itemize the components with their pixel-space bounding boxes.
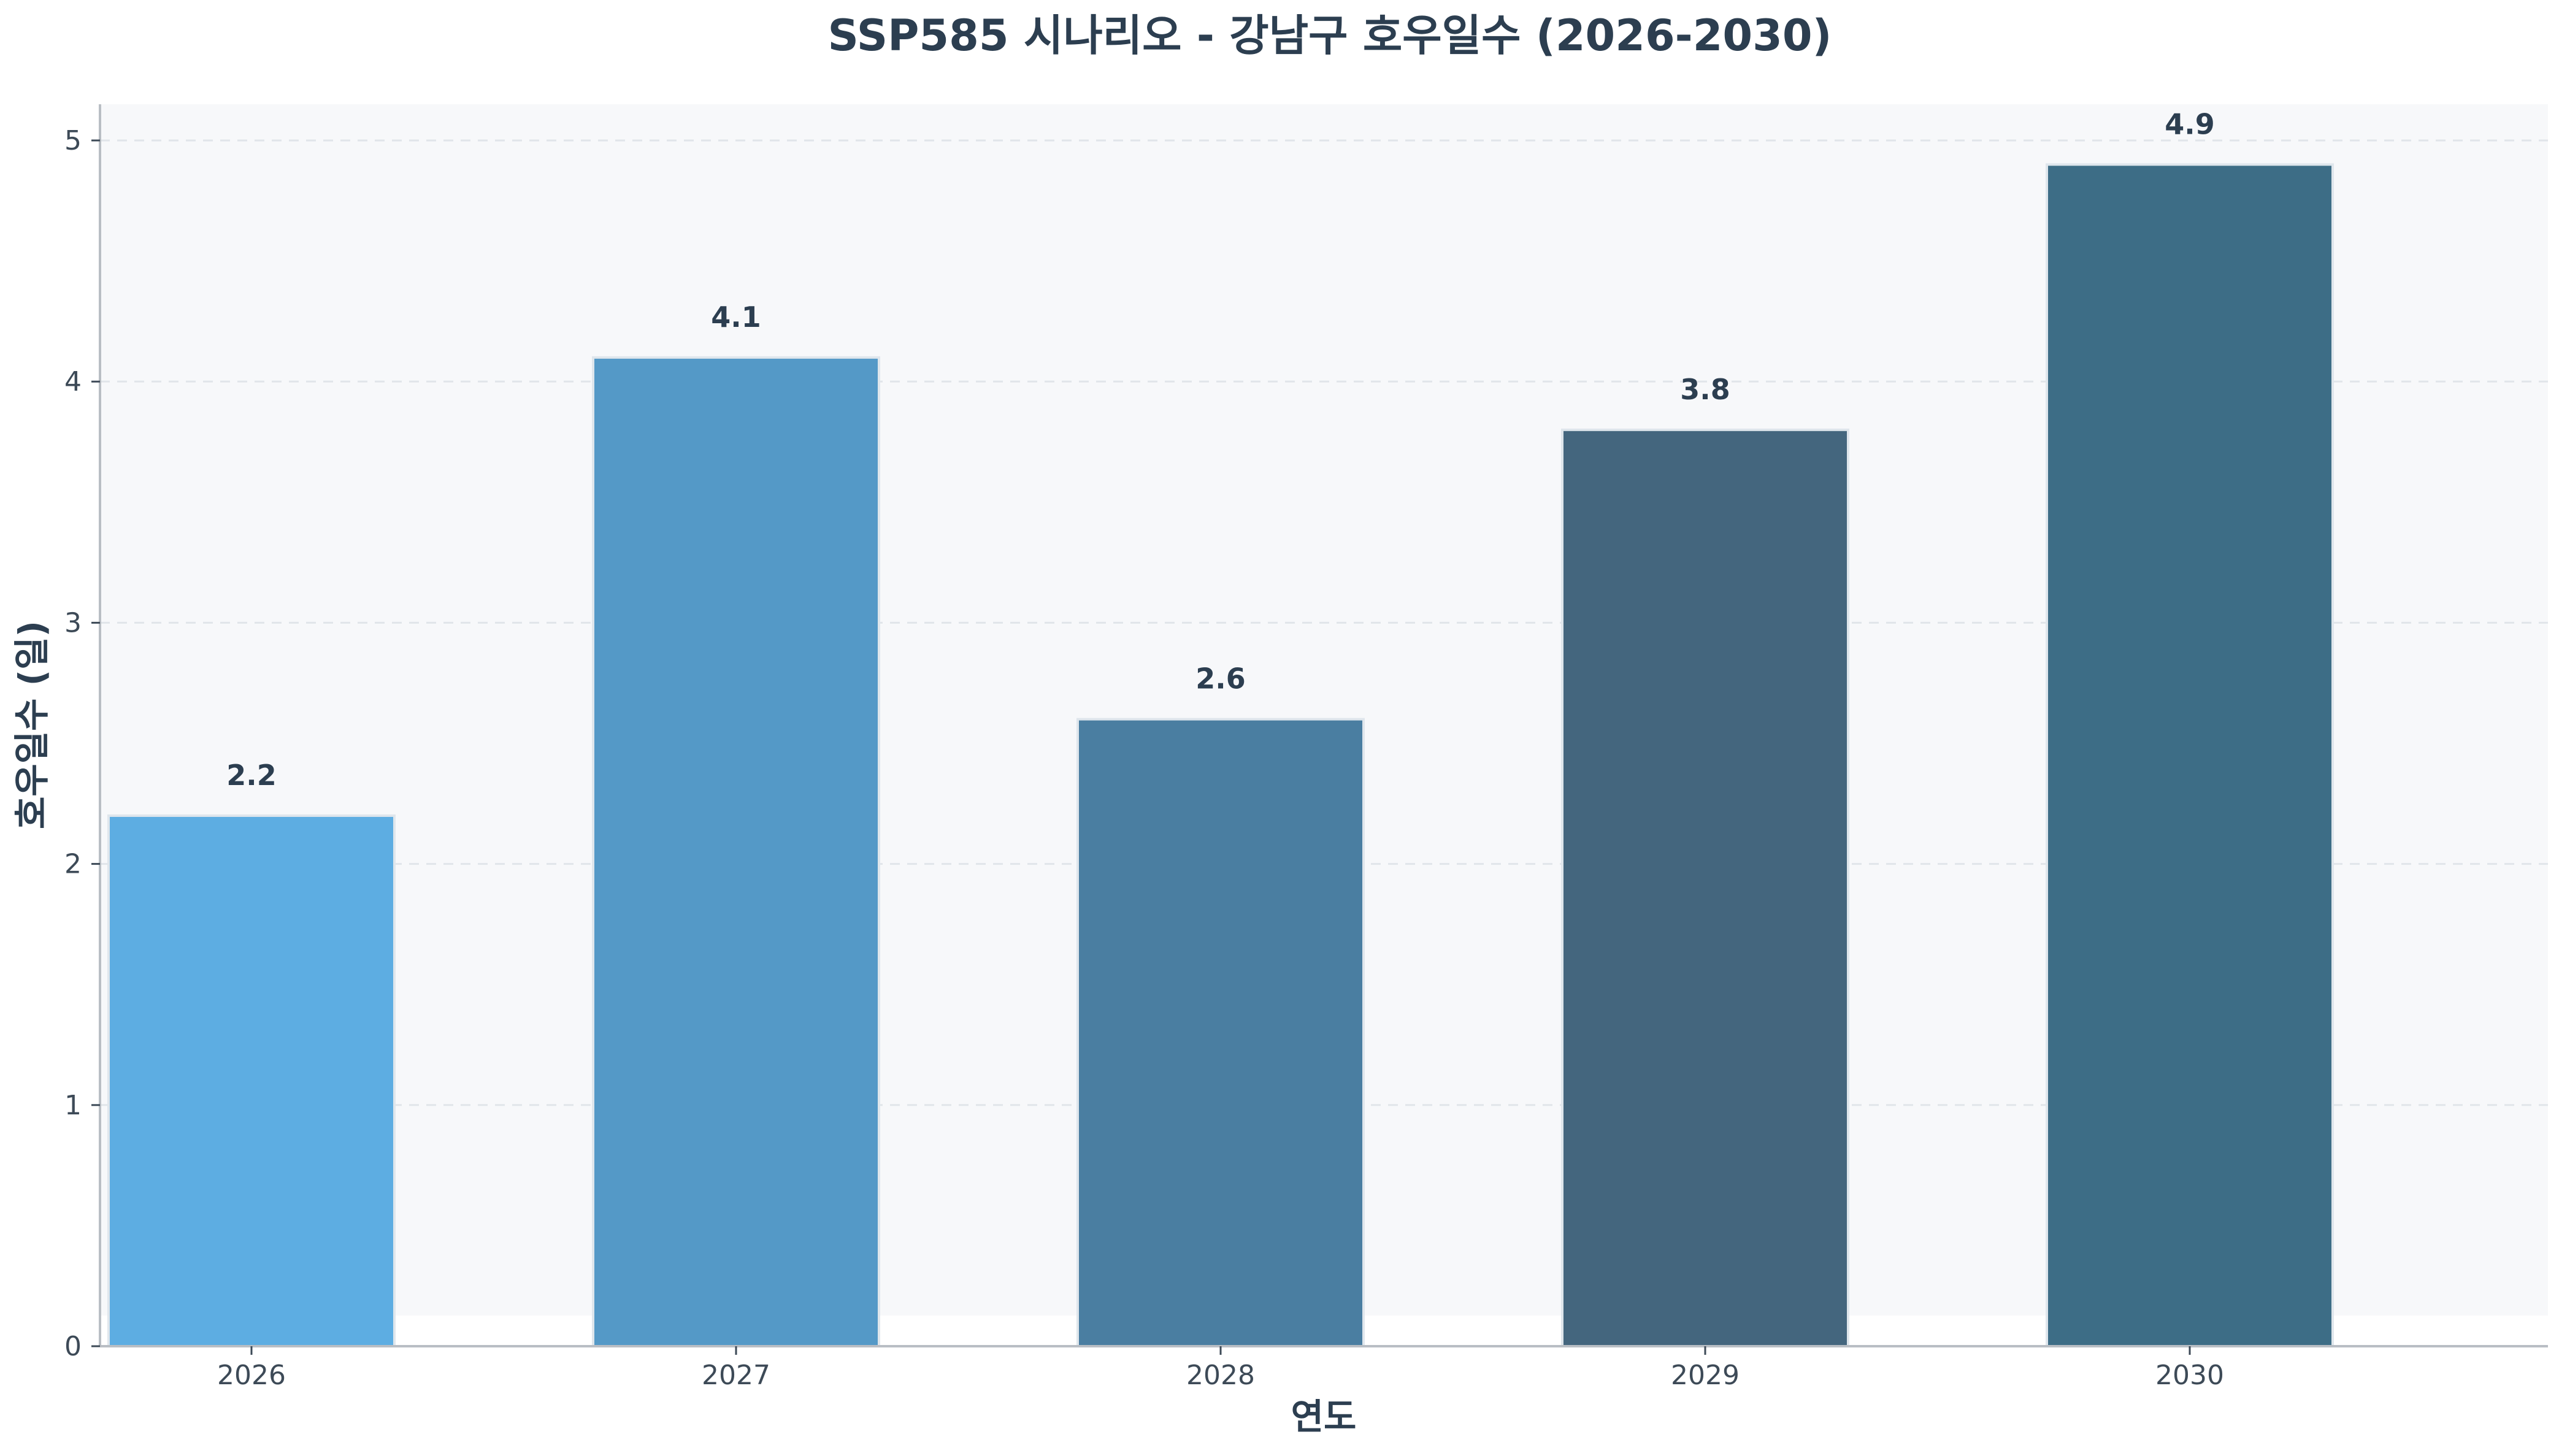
data-label-2028: 2.6	[1195, 662, 1246, 695]
y-axis-label: 호우일수 (일)	[11, 621, 53, 829]
x-tick-label-2026: 2026	[217, 1360, 286, 1391]
data-label-2030: 4.9	[2165, 107, 2215, 140]
x-tick-label-2027: 2027	[702, 1360, 770, 1391]
y-ticks: 0 1 2 3 4 5	[64, 125, 100, 1362]
y-tick-label: 0	[64, 1331, 82, 1362]
data-label-2026: 2.2	[226, 759, 277, 792]
data-labels: 2.2 4.1 2.6 3.8 4.9	[226, 107, 2215, 792]
data-label-2027: 4.1	[711, 301, 761, 334]
x-axis-label: 연도	[1291, 1396, 1357, 1438]
y-tick-label: 5	[64, 125, 82, 156]
bar-2027	[592, 356, 880, 1347]
bar-2029	[1561, 428, 1849, 1348]
y-tick-label: 4	[64, 366, 82, 397]
x-ticks: 2026 2027 2028 2029 2030	[217, 1346, 2224, 1391]
chart-title: SSP585 시나리오 - 강남구 호우일수 (2026-2030)	[827, 10, 1832, 61]
bar-2028	[1076, 718, 1365, 1347]
bars	[107, 163, 2334, 1348]
bar-2026	[107, 814, 396, 1347]
y-tick-label: 2	[64, 849, 82, 880]
y-tick-label: 1	[64, 1090, 82, 1121]
data-label-2029: 3.8	[1680, 373, 1730, 406]
y-tick-label: 3	[64, 607, 82, 638]
x-tick-label-2029: 2029	[1671, 1360, 1740, 1391]
x-tick-label-2030: 2030	[2155, 1360, 2224, 1391]
bar-2030	[2046, 163, 2334, 1347]
x-tick-label-2028: 2028	[1186, 1360, 1255, 1391]
